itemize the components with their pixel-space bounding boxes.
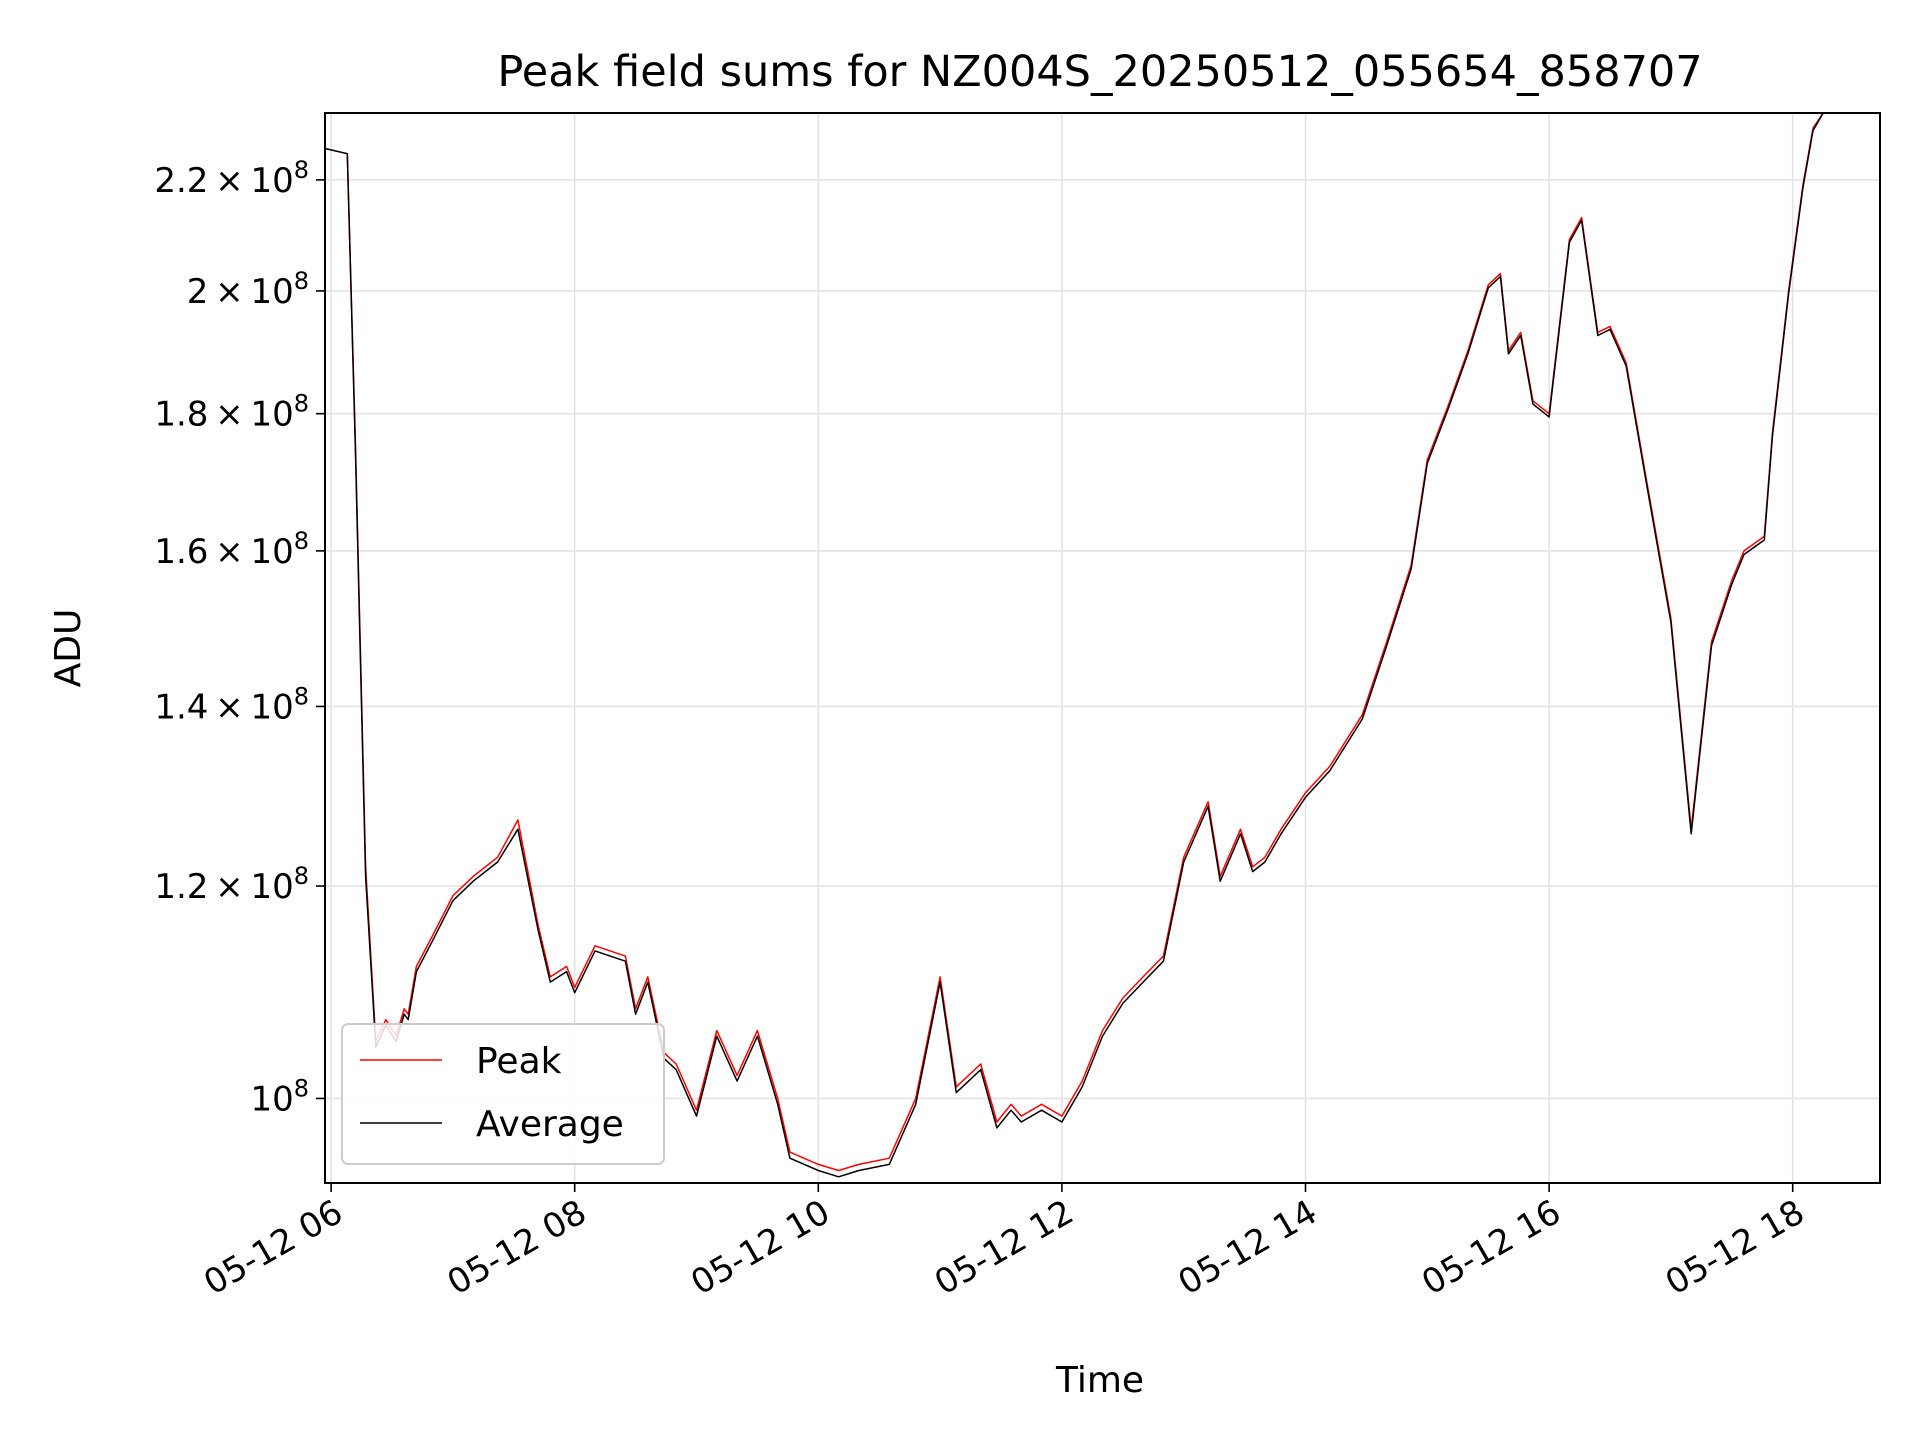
y-tick-label: 1.2 × 108 xyxy=(154,862,309,907)
y-tick-label: 108 xyxy=(250,1074,309,1119)
y-tick-label: 2 × 108 xyxy=(187,267,309,312)
chart-title: Peak field sums for NZ004S_20250512_0556… xyxy=(497,47,1702,97)
y-tick-label: 2.2 × 108 xyxy=(154,156,309,201)
legend: Peak Average xyxy=(341,1023,665,1165)
y-tick-label: 1.6 × 108 xyxy=(154,527,309,572)
y-tick-label: 1.8 × 108 xyxy=(154,390,309,435)
series-lines xyxy=(325,113,1880,1178)
plot-frame xyxy=(324,112,1881,1184)
x-axis-label: Time xyxy=(1055,1360,1144,1401)
y-axis: 108 1.2 × 108 1.4 × 108 1.6 × 108 1.8 × 108 2… xyxy=(154,156,325,1119)
legend-box xyxy=(341,1023,665,1165)
y-axis-label: ADU xyxy=(48,609,89,688)
legend-label-average: Average xyxy=(476,1104,624,1145)
legend-label-peak: Peak xyxy=(476,1041,562,1082)
y-tick-label: 1.4 × 108 xyxy=(154,682,309,727)
series-line-average xyxy=(325,113,1880,1178)
